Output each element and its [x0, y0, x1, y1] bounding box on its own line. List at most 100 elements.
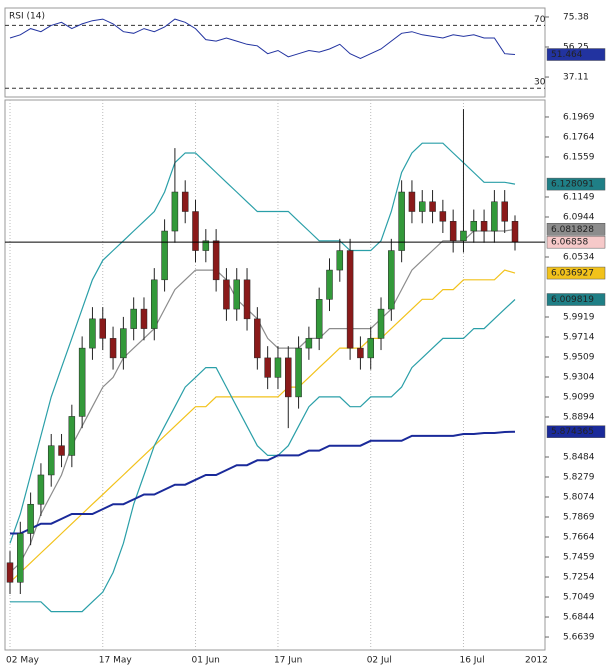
- candle-body: [243, 279, 251, 320]
- line: [9, 18, 516, 59]
- line: [10, 299, 516, 613]
- candle-body: [181, 191, 189, 212]
- candle-body: [315, 299, 323, 339]
- candle-body: [491, 201, 498, 232]
- y-tick-label: 5.7869: [563, 513, 595, 523]
- candle-body: [192, 211, 199, 251]
- y-tick-label: 75.38: [563, 12, 589, 22]
- y-tick-label: 5.9509: [563, 352, 595, 362]
- value-label: 6.036927: [551, 269, 594, 279]
- candle-body: [511, 221, 519, 243]
- candle-body: [202, 240, 210, 251]
- x-tick-label: 17 May: [99, 656, 133, 666]
- candle-body: [264, 357, 271, 378]
- candle-body: [6, 562, 14, 583]
- y-tick-label: 5.9919: [563, 312, 595, 322]
- candle-body: [388, 250, 395, 310]
- candle-body: [78, 347, 86, 417]
- line: [10, 430, 516, 535]
- candle-body: [295, 347, 302, 398]
- y-tick-label: 6.1559: [563, 152, 595, 162]
- candle-body: [130, 308, 137, 329]
- y-tick-label: 5.7254: [563, 573, 595, 583]
- candle-body: [408, 191, 416, 212]
- candle-body: [89, 318, 96, 349]
- y-tick-label: 5.8484: [563, 453, 595, 463]
- x-tick-label: 16 Jul: [459, 656, 484, 666]
- y-tick-label: 5.7049: [563, 593, 595, 603]
- candle-body: [398, 191, 405, 251]
- rsi-panel: [4, 7, 546, 98]
- candle-body: [357, 347, 364, 359]
- y-tick-label: 6.0534: [563, 252, 595, 262]
- candle-body: [418, 201, 426, 212]
- candle-body: [212, 240, 220, 281]
- candle-body: [460, 230, 467, 242]
- y-tick-label: 5.9304: [563, 373, 595, 383]
- candle-body: [233, 279, 240, 310]
- candle-body: [285, 357, 292, 398]
- value-label: 6.081828: [551, 225, 594, 235]
- value-box: [546, 48, 606, 61]
- x-tick-label: 02 Jul: [367, 656, 392, 666]
- candle-body: [367, 338, 374, 359]
- value-label: 6.009819: [551, 295, 594, 305]
- candle-body: [501, 201, 508, 222]
- y-tick-label: 5.6844: [563, 613, 595, 623]
- candle-body: [120, 328, 127, 359]
- candle-body: [439, 211, 447, 222]
- y-tick-label: 5.8894: [563, 413, 595, 423]
- y-tick-label: 6.1764: [563, 132, 595, 142]
- x-tick-label: 01 Jun: [192, 656, 220, 666]
- rsi-title: RSI (14): [9, 12, 45, 22]
- candle-body: [171, 191, 179, 232]
- candle-body: [37, 474, 45, 505]
- y-tick-label: 5.8074: [563, 493, 595, 503]
- value-box: [546, 425, 606, 438]
- value-label: 5.874365: [551, 427, 594, 437]
- x-tick-label: 17 Jun: [274, 656, 302, 666]
- candle-body: [140, 308, 148, 329]
- candle-body: [336, 250, 344, 271]
- candle-body: [429, 201, 436, 212]
- candle-body: [58, 445, 65, 456]
- y-tick-label: 6.1969: [563, 112, 595, 122]
- value-label: 6.06858: [551, 238, 588, 248]
- candle-body: [449, 221, 457, 242]
- candle-body: [109, 338, 117, 359]
- candle-body: [17, 533, 24, 583]
- line: [9, 142, 516, 544]
- candle-body: [470, 221, 478, 232]
- line: [9, 269, 516, 583]
- value-label: 6.128091: [551, 180, 594, 190]
- value-box: [546, 223, 606, 236]
- candle-body: [377, 308, 385, 339]
- y-tick-label: 5.7459: [563, 553, 595, 563]
- value-box: [546, 177, 606, 191]
- y-tick-label: 6.0944: [563, 212, 595, 222]
- line: [9, 228, 516, 573]
- candle-body: [274, 357, 282, 378]
- y-tick-label: 5.9714: [563, 332, 595, 342]
- candle-body: [480, 221, 488, 232]
- candle-body: [47, 445, 55, 476]
- x-tick-label: 02 May: [6, 656, 40, 666]
- candle-body: [254, 318, 261, 359]
- candle-body: [161, 230, 168, 281]
- level-label: 70: [534, 15, 546, 25]
- value-box: [546, 235, 606, 249]
- price-panel: [4, 99, 546, 651]
- candle-body: [223, 279, 230, 310]
- value-box: [546, 293, 606, 306]
- y-tick-label: 6.1149: [563, 192, 595, 202]
- level-label: 30: [534, 78, 546, 88]
- candle-body: [305, 338, 313, 349]
- x-year-label: 2012: [525, 656, 548, 666]
- y-tick-label: 37.11: [563, 73, 589, 83]
- candle-body: [326, 269, 333, 300]
- value-box: [546, 266, 606, 280]
- candle-body: [151, 279, 158, 329]
- y-tick-label: 5.6639: [563, 633, 595, 643]
- y-tick-label: 5.7664: [563, 533, 595, 543]
